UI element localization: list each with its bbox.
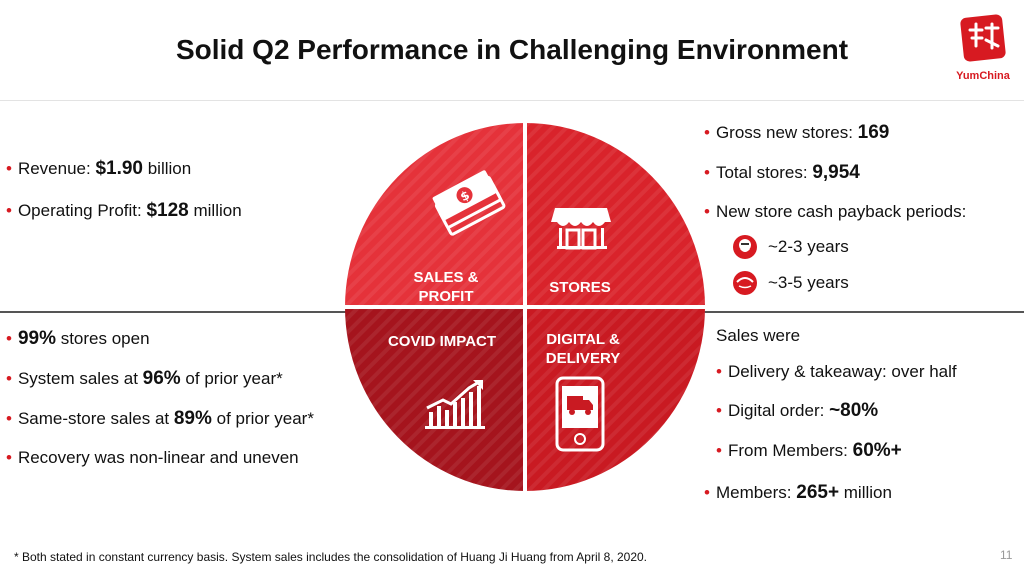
stores-label: STORES: [549, 279, 611, 296]
bullet-value: 9,954: [812, 162, 860, 183]
digital-delivery-label-line-1: DIGITAL &: [546, 331, 620, 348]
bullet-text: Gross new stores:: [715, 123, 858, 142]
bullet-text: of prior year*: [211, 409, 314, 428]
bullet-value: 169: [857, 122, 890, 143]
bullet-text: stores open: [55, 329, 150, 348]
list-item: • Revenue: $1.90 billion: [6, 158, 192, 179]
list-item: • Digital order: ~80%: [716, 400, 879, 421]
bullet-value: 96%: [142, 368, 181, 389]
list-item: • Delivery & takeaway: over half: [716, 362, 957, 381]
yumchina-seal-icon: [960, 14, 1006, 62]
bullet-text: Operating Profit:: [17, 201, 147, 220]
money-icon: $: [432, 170, 506, 236]
list-item: • Operating Profit: $128 million: [6, 200, 242, 221]
bullet-value: 265+: [796, 482, 840, 503]
digital-intro: Sales were: [716, 326, 801, 345]
quadrant-circle: $: [343, 122, 707, 492]
bullet-value: ~80%: [829, 400, 879, 421]
digital-delivery-label-line-2: DELIVERY: [545, 350, 621, 367]
bullet-text: Delivery & takeaway: over half: [727, 362, 957, 381]
list-item: • Same-store sales at 89% of prior year*: [6, 408, 314, 429]
bullet-text: Recovery was non-linear and uneven: [17, 448, 299, 467]
bullet-text: Digital order:: [727, 401, 830, 420]
phone-delivery-icon: [555, 376, 605, 452]
sales-profit-label-line-1: SALES &: [413, 269, 479, 286]
page-number: 11: [1000, 548, 1013, 562]
list-item: • Total stores: 9,954: [704, 162, 860, 183]
bullet-text: billion: [143, 159, 192, 178]
pizzahut-payback-value: ~3-5 years: [768, 273, 849, 292]
bullet-value: 89%: [173, 408, 212, 429]
pizzahut-logo-icon: [733, 271, 757, 295]
list-item: • New store cash payback periods:: [704, 202, 967, 221]
storefront-icon: [551, 208, 611, 250]
kfc-payback-row: ~2-3 years: [732, 234, 849, 260]
bullet-text: Revenue:: [17, 159, 96, 178]
bullet-text: Same-store sales at: [17, 409, 174, 428]
pizzahut-payback-row: ~3-5 years: [732, 270, 849, 296]
list-item: • System sales at 96% of prior year*: [6, 368, 283, 389]
bullet-value: $1.90: [95, 158, 143, 179]
bullet-text: of prior year*: [180, 369, 283, 388]
bullet-text: System sales at: [17, 369, 143, 388]
slide-title: Solid Q2 Performance in Challenging Envi…: [175, 34, 849, 65]
covid-impact-label: COVID IMPACT: [387, 333, 497, 350]
list-item: • Recovery was non-linear and uneven: [6, 448, 299, 467]
footnote: * Both stated in constant currency basis…: [14, 550, 648, 564]
left-divider: [0, 311, 350, 313]
growth-chart-icon: [425, 380, 485, 429]
kfc-logo-icon: [733, 235, 757, 259]
bullet-text: From Members:: [727, 441, 853, 460]
list-item: • 99% stores open: [6, 328, 150, 349]
bullet-text: Total stores:: [715, 163, 813, 182]
bullet-value: $128: [146, 200, 189, 221]
sales-profit-label: SALES & PROFIT: [391, 268, 501, 306]
sales-profit-label-line-2: PROFIT: [418, 288, 474, 305]
right-divider: [700, 311, 1024, 313]
list-item: • From Members: 60%+: [716, 440, 902, 461]
kfc-payback-value: ~2-3 years: [768, 237, 849, 256]
logo-wordmark: YumChina: [956, 70, 1010, 82]
header-divider: [0, 100, 1024, 101]
bullet-value: 60%+: [852, 440, 902, 461]
bullet-text: New store cash payback periods:: [715, 202, 967, 221]
bullet-text: million: [188, 201, 242, 220]
digital-delivery-label: DIGITAL & DELIVERY: [533, 330, 633, 368]
bullet-value: 99%: [17, 328, 56, 349]
list-item: • Gross new stores: 169: [704, 122, 890, 143]
bullet-text: million: [839, 483, 892, 502]
bullet-text: Members:: [715, 483, 797, 502]
list-item: • Members: 265+ million: [704, 482, 892, 503]
yumchina-logo: YumChina: [952, 10, 1014, 82]
